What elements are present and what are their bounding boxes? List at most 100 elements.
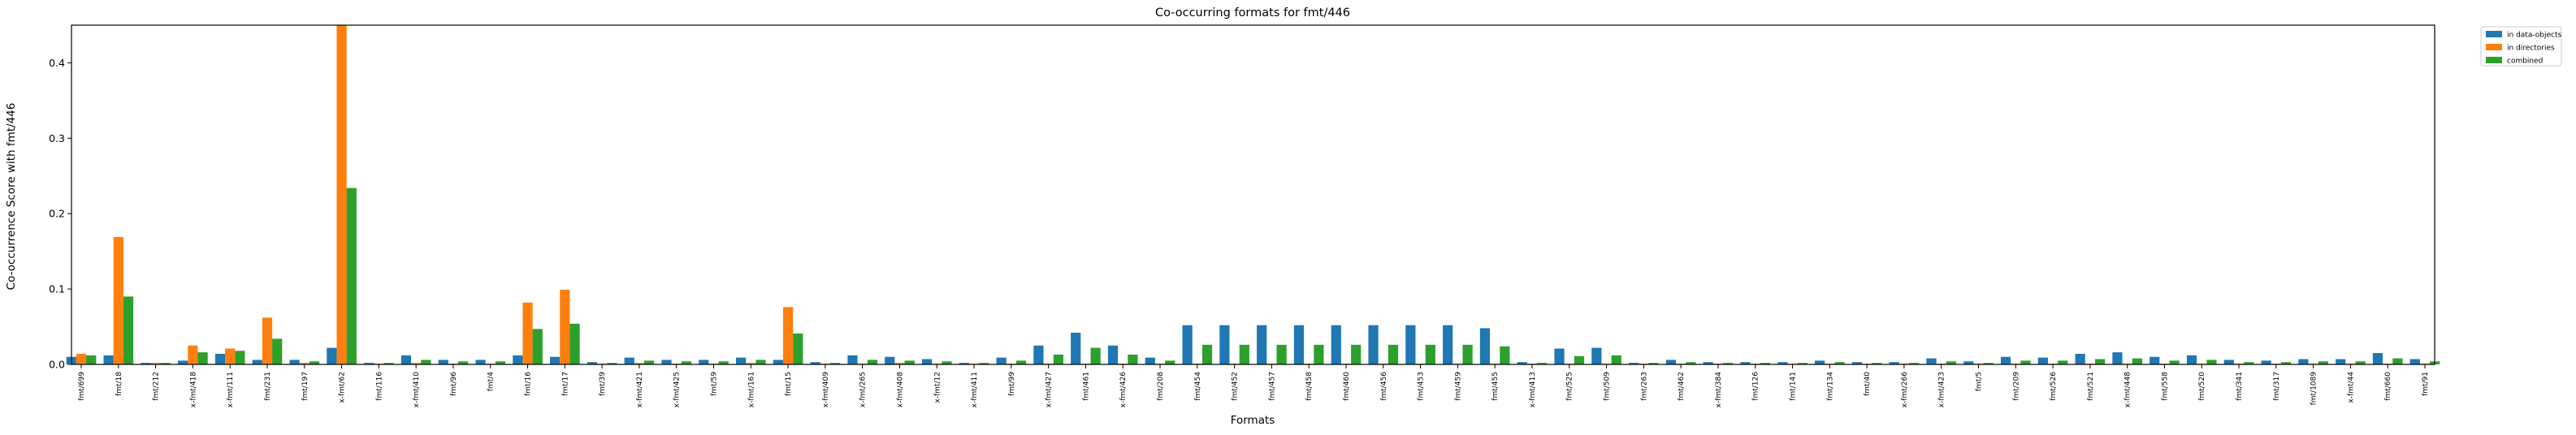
bar-combined-x-fmt/62 <box>346 187 357 364</box>
bar-in-data-objects-x-fmt/409 <box>810 362 820 364</box>
bar-in-directories-x-fmt/421 <box>634 363 645 364</box>
bar-in-data-objects-fmt/460 <box>1331 325 1341 364</box>
bar-combined-fmt/96 <box>458 361 469 364</box>
y-axis-label: Co-occurrence Score with fmt/446 <box>5 103 18 291</box>
bar-combined-fmt/4 <box>495 361 506 364</box>
bar-combined-x-fmt/12 <box>942 361 952 364</box>
bar-combined-fmt/457 <box>1276 344 1287 364</box>
bar-combined-x-fmt/426 <box>1128 354 1138 364</box>
bar-in-data-objects-fmt/526 <box>2037 357 2048 364</box>
x-tick-label: fmt/4 <box>487 372 496 391</box>
bar-combined-fmt/461 <box>1090 347 1101 364</box>
bar-combined-fmt/1089 <box>2318 361 2328 364</box>
bar-combined-fmt/526 <box>2058 360 2068 364</box>
bar-in-data-objects-fmt/660 <box>2372 353 2383 364</box>
bar-in-data-objects-fmt/509 <box>1591 347 1602 364</box>
bar-combined-fmt/456 <box>1388 344 1399 364</box>
bar-combined-fmt/197 <box>309 361 320 364</box>
x-tick-label: x-fmt/12 <box>933 372 942 403</box>
bar-combined-fmt/231 <box>272 338 283 364</box>
bar-in-data-objects-fmt/96 <box>438 360 448 364</box>
x-tick-label: x-fmt/161 <box>747 372 755 407</box>
bar-in-data-objects-fmt/208 <box>1145 357 1155 364</box>
bar-combined-fmt/509 <box>1611 355 1621 364</box>
bar-in-directories-x-fmt/408 <box>894 363 905 364</box>
bar-in-data-objects-fmt/452 <box>1219 325 1230 364</box>
bar-combined-fmt/317 <box>2280 362 2292 364</box>
bar-in-data-objects-fmt/134 <box>1814 360 1825 364</box>
bar-in-data-objects-x-fmt/425 <box>661 360 672 364</box>
x-tick-label: fmt/455 <box>1491 372 1500 401</box>
bar-in-data-objects-fmt/91 <box>2409 359 2420 364</box>
x-tick-label: fmt/699 <box>78 372 86 401</box>
x-tick-label: fmt/231 <box>264 372 272 401</box>
x-tick-label: fmt/462 <box>1678 372 1686 401</box>
x-tick-label: x-fmt/413 <box>1529 372 1537 407</box>
bar-combined-fmt/341 <box>2244 362 2254 364</box>
bar-in-data-objects-fmt/5 <box>1963 361 1974 364</box>
x-tick-label: fmt/558 <box>2161 372 2169 401</box>
bar-combined-fmt/40 <box>1872 363 1882 364</box>
y-tick-label: 0.2 <box>49 208 65 220</box>
x-tick-label: fmt/456 <box>1380 372 1388 401</box>
x-tick-label: x-fmt/409 <box>822 372 830 408</box>
x-tick-label: fmt/197 <box>301 372 310 401</box>
bar-combined-fmt/141 <box>1797 363 1808 364</box>
bar-in-directories-x-fmt/410 <box>411 363 422 364</box>
x-tick-label: fmt/509 <box>1604 372 1612 401</box>
y-tick-label: 0.4 <box>49 57 65 69</box>
bar-in-data-objects-fmt/15 <box>773 360 783 364</box>
bars-layer <box>66 25 2440 364</box>
x-tick-label: x-fmt/423 <box>1938 372 1946 407</box>
bar-combined-fmt/454 <box>1201 344 1213 364</box>
bar-combined-fmt/520 <box>2206 360 2217 364</box>
bar-in-data-objects-fmt/456 <box>1368 325 1379 364</box>
x-tick-label: fmt/209 <box>2012 372 2020 401</box>
legend-swatch <box>2486 31 2502 37</box>
x-tick-label: fmt/317 <box>2273 372 2281 401</box>
x-tick-label: fmt/126 <box>1752 372 1760 401</box>
bar-in-directories-x-fmt/161 <box>746 363 756 364</box>
x-tick-label: x-fmt/384 <box>1715 372 1723 408</box>
y-tick-label: 0.3 <box>49 132 65 144</box>
x-tick-label: fmt/457 <box>1268 372 1276 401</box>
bar-in-directories-fmt/699 <box>76 353 87 364</box>
bar-in-data-objects-x-fmt/408 <box>885 356 895 364</box>
bar-in-data-objects-fmt/4 <box>475 360 486 364</box>
bar-in-directories-fmt/17 <box>560 290 570 364</box>
x-tick-label: x-fmt/111 <box>227 372 235 407</box>
bar-combined-fmt/660 <box>2392 358 2403 364</box>
bar-combined-fmt/39 <box>607 363 617 364</box>
bar-combined-x-fmt/265 <box>867 360 877 364</box>
x-tick-label: fmt/39 <box>599 372 607 396</box>
bar-in-data-objects-fmt/462 <box>1665 360 1677 364</box>
bar-in-data-objects-fmt/341 <box>2223 360 2234 364</box>
bar-in-data-objects-fmt/455 <box>1479 328 1491 364</box>
x-tick-label: fmt/59 <box>710 372 718 396</box>
x-tick-label: fmt/91 <box>2422 372 2430 396</box>
bar-in-data-objects-fmt/558 <box>2150 356 2160 364</box>
bar-combined-fmt/460 <box>1351 344 1362 364</box>
legend: in data-objects in directories combined <box>2480 26 2562 67</box>
bar-combined-x-fmt/425 <box>681 361 692 364</box>
bar-combined-x-fmt/410 <box>421 360 431 364</box>
bar-in-data-objects-fmt/141 <box>1777 362 1788 364</box>
x-tick-label: fmt/526 <box>2050 372 2058 401</box>
bar-in-directories-fmt/18 <box>113 237 123 364</box>
bar-combined-fmt/16 <box>532 329 543 364</box>
bar-in-directories-x-fmt/62 <box>336 25 347 364</box>
chart-title: Co-occurring formats for fmt/446 <box>1155 6 1350 19</box>
bar-in-data-objects-fmt/461 <box>1071 332 1081 364</box>
bar-combined-x-fmt/427 <box>1053 354 1063 364</box>
y-tick-label: 0.0 <box>49 359 65 371</box>
bar-combined-x-fmt/409 <box>829 363 841 364</box>
x-tick-label: fmt/16 <box>525 372 533 396</box>
x-tick-label: fmt/17 <box>561 372 569 396</box>
bar-combined-x-fmt/384 <box>1723 363 1734 364</box>
x-tick-label: fmt/460 <box>1343 372 1351 401</box>
bar-in-data-objects-fmt/126 <box>1740 362 1751 364</box>
bar-in-directories-x-fmt/418 <box>188 345 198 364</box>
bar-in-data-objects-fmt/209 <box>2000 356 2011 364</box>
bar-in-data-objects-x-fmt/161 <box>735 357 747 364</box>
